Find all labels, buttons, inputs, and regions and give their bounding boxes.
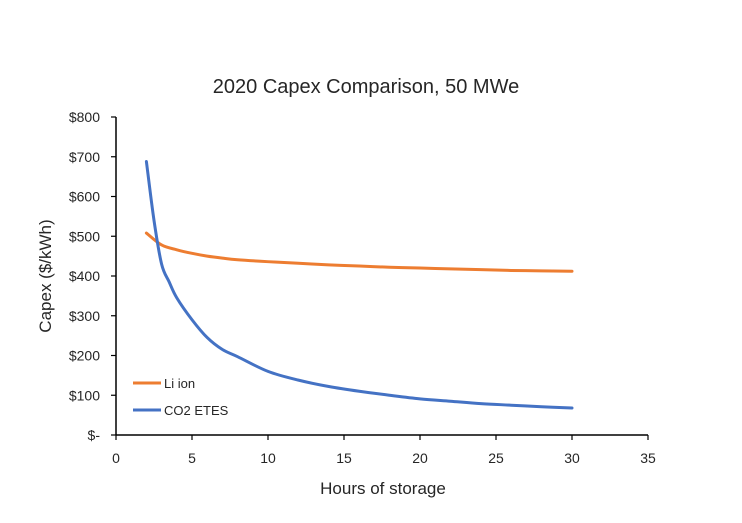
series-line-co2-etes <box>144 160 574 410</box>
series-line-li-ion <box>144 231 574 273</box>
x-tick-label: 25 <box>488 450 504 466</box>
chart-title: 2020 Capex Comparison, 50 MWe <box>213 76 519 98</box>
x-axis-title: Hours of storage <box>320 479 446 498</box>
x-tick-label: 30 <box>564 450 580 466</box>
y-tick-label: $800 <box>69 109 100 125</box>
y-axis: $- $100 $200 $300 $400 $500 $600 $700 $800 <box>69 109 117 443</box>
x-tick-label: 5 <box>188 450 196 466</box>
y-tick-label: $100 <box>69 387 100 403</box>
y-axis-title: Capex ($/kWh) <box>36 219 55 332</box>
x-tick-label: 0 <box>112 450 120 466</box>
x-tick-label: 15 <box>336 450 352 466</box>
y-tick-label: $600 <box>69 189 100 205</box>
y-tick-label: $700 <box>69 149 100 165</box>
y-tick-label: $- <box>88 427 101 443</box>
y-tick-label: $200 <box>69 348 100 364</box>
legend: Li ion CO2 ETES <box>133 376 229 418</box>
x-axis: 0 5 10 15 20 25 30 35 <box>112 434 656 466</box>
y-tick-label: $500 <box>69 228 100 244</box>
x-tick-label: 10 <box>260 450 276 466</box>
x-tick-label: 35 <box>640 450 656 466</box>
legend-label-co2-etes: CO2 ETES <box>164 403 229 418</box>
x-tick-label: 20 <box>412 450 428 466</box>
y-tick-label: $400 <box>69 268 100 284</box>
legend-label-li-ion: Li ion <box>164 376 195 391</box>
series-lines <box>144 160 574 410</box>
y-tick-label: $300 <box>69 308 100 324</box>
